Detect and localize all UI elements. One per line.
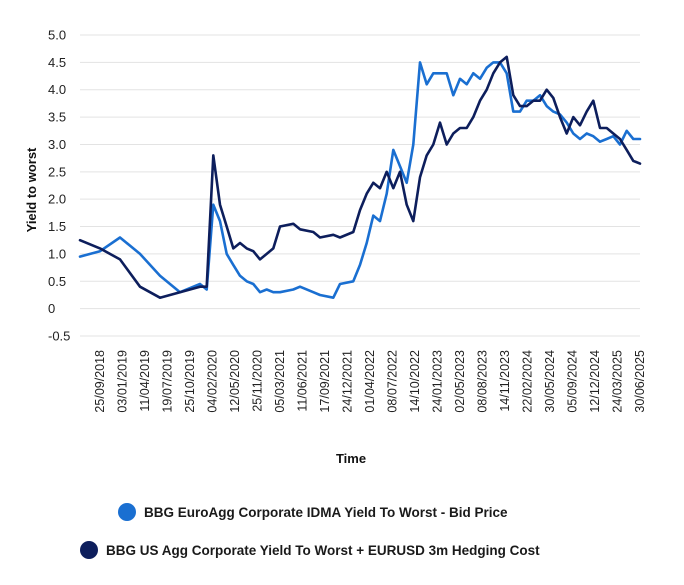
x-tick-label: 01/04/2022 [363,350,377,413]
x-tick-label: 03/01/2019 [116,350,130,413]
x-tick-label: 05/09/2024 [566,350,580,413]
x-tick-label: 22/02/2024 [521,350,535,413]
y-tick-label: 1.0 [48,246,66,261]
y-tick-label: 3.5 [48,110,66,125]
x-tick-label: 04/02/2020 [206,350,220,413]
x-tick-label: 02/05/2023 [453,350,467,413]
x-tick-label: 25/11/2020 [251,350,265,412]
x-tick-label: 05/03/2021 [273,350,287,413]
grid-lines [80,34,640,337]
y-tick-label: 4.5 [48,55,66,70]
x-tick-label: 11/04/2019 [138,350,152,412]
series-line-usagg [78,55,642,299]
y-tick-label: 0 [48,301,55,316]
y-tick-label: 2.5 [48,164,66,179]
x-tick-label: 24/03/2025 [611,350,625,413]
x-tick-label: 08/07/2022 [386,350,400,413]
series-line-euroagg [78,61,642,299]
x-tick-label: 17/09/2021 [318,350,332,413]
y-axis-title: Yield to worst [24,147,39,232]
x-tick-label: 11/06/2021 [296,350,310,412]
y-tick-label: 0.5 [48,274,66,289]
x-axis-ticks: 25/09/2018 03/01/2019 11/04/2019 19/07/2019… [93,350,647,413]
x-tick-label: 25/09/2018 [93,350,107,413]
x-tick-label: 12/12/2024 [588,350,602,413]
x-tick-label: 30/06/2025 [633,350,647,413]
y-tick-label: -0.5 [48,329,70,344]
x-tick-label: 14/11/2023 [498,350,512,412]
x-axis-title: Time [336,451,366,466]
x-tick-label: 12/05/2020 [228,350,242,413]
y-tick-label: 3.0 [48,137,66,152]
x-tick-label: 08/08/2023 [476,350,490,413]
x-tick-label: 24/12/2021 [341,350,355,413]
x-tick-label: 14/10/2022 [408,350,422,413]
y-axis-ticks: 5.0 4.5 4.0 3.5 3.0 2.5 2.0 1.5 1.0 0.5 0 -0.5 [48,28,70,344]
x-tick-label: 19/07/2019 [161,350,175,413]
y-tick-label: 1.5 [48,219,66,234]
y-tick-label: 4.0 [48,82,66,97]
y-tick-label: 5.0 [48,28,66,43]
series-lines [78,55,642,299]
x-tick-label: 24/01/2023 [431,350,445,413]
y-tick-label: 2.0 [48,192,66,207]
x-tick-label: 25/10/2019 [183,350,197,413]
x-tick-label: 30/05/2024 [543,350,557,413]
